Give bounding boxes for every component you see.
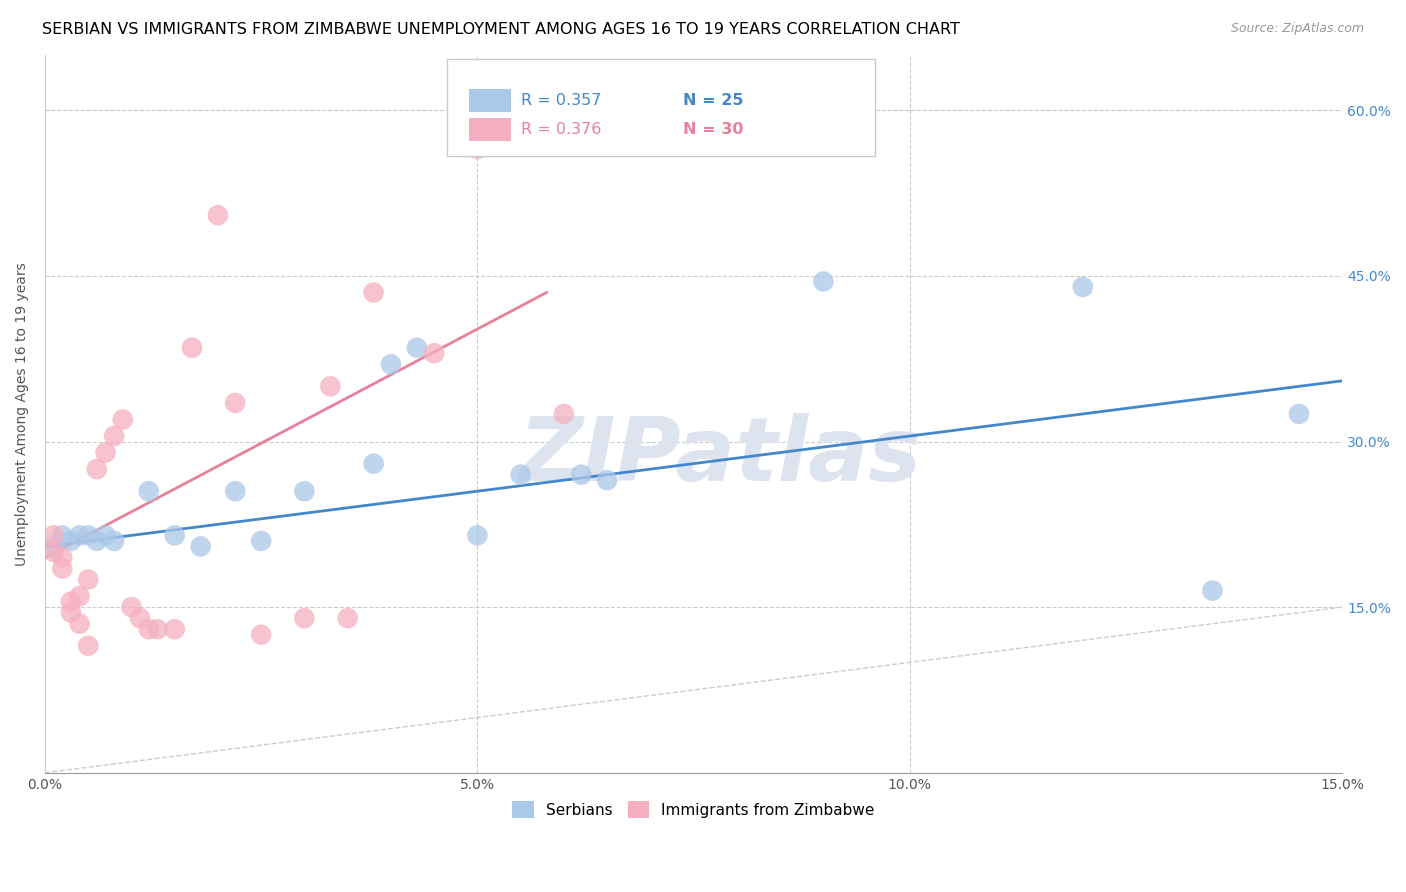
Point <box>69 589 91 603</box>
Point <box>363 457 385 471</box>
Point <box>94 445 117 459</box>
Point <box>207 208 229 222</box>
Point <box>294 484 316 499</box>
Point <box>319 379 342 393</box>
Point <box>69 616 91 631</box>
Point <box>42 545 65 559</box>
Point <box>1288 407 1310 421</box>
Text: N = 30: N = 30 <box>683 122 744 137</box>
Point <box>467 528 489 542</box>
Point <box>59 594 82 608</box>
Point <box>569 467 592 482</box>
Point <box>294 611 316 625</box>
Point <box>94 528 117 542</box>
Point <box>224 396 246 410</box>
Point <box>813 275 835 289</box>
Point <box>120 600 142 615</box>
FancyBboxPatch shape <box>470 89 510 112</box>
FancyBboxPatch shape <box>447 59 876 155</box>
Point <box>69 528 91 542</box>
Point <box>138 622 160 636</box>
Point <box>51 561 73 575</box>
Point <box>103 429 125 443</box>
Point <box>138 484 160 499</box>
Point <box>467 142 489 156</box>
Point <box>111 412 134 426</box>
Point <box>1071 280 1094 294</box>
Point <box>51 550 73 565</box>
Y-axis label: Unemployment Among Ages 16 to 19 years: Unemployment Among Ages 16 to 19 years <box>15 262 30 566</box>
Text: ZIPatlas: ZIPatlas <box>517 414 921 500</box>
Point <box>51 528 73 542</box>
Point <box>103 533 125 548</box>
Point <box>380 357 402 371</box>
Point <box>363 285 385 300</box>
Point <box>250 533 273 548</box>
Point <box>596 473 619 487</box>
Point <box>336 611 359 625</box>
Text: R = 0.357: R = 0.357 <box>522 94 602 109</box>
Point <box>42 540 65 554</box>
Point <box>59 606 82 620</box>
Point <box>1201 583 1223 598</box>
Point <box>77 639 100 653</box>
Legend: Serbians, Immigrants from Zimbabwe: Serbians, Immigrants from Zimbabwe <box>505 793 883 826</box>
Point <box>77 573 100 587</box>
Point <box>86 533 108 548</box>
Text: R = 0.376: R = 0.376 <box>522 122 602 137</box>
Point <box>181 341 204 355</box>
Point <box>146 622 169 636</box>
Point <box>59 533 82 548</box>
Point <box>405 341 427 355</box>
Point <box>77 528 100 542</box>
Point <box>553 407 575 421</box>
Point <box>86 462 108 476</box>
Text: N = 25: N = 25 <box>683 94 744 109</box>
Point <box>163 528 186 542</box>
Point <box>423 346 446 360</box>
Point <box>129 611 152 625</box>
Point <box>190 540 212 554</box>
Point <box>42 528 65 542</box>
Point <box>224 484 246 499</box>
Point <box>509 467 531 482</box>
Text: SERBIAN VS IMMIGRANTS FROM ZIMBABWE UNEMPLOYMENT AMONG AGES 16 TO 19 YEARS CORRE: SERBIAN VS IMMIGRANTS FROM ZIMBABWE UNEM… <box>42 22 960 37</box>
FancyBboxPatch shape <box>470 118 510 141</box>
Point <box>250 628 273 642</box>
Text: Source: ZipAtlas.com: Source: ZipAtlas.com <box>1230 22 1364 36</box>
Point <box>163 622 186 636</box>
